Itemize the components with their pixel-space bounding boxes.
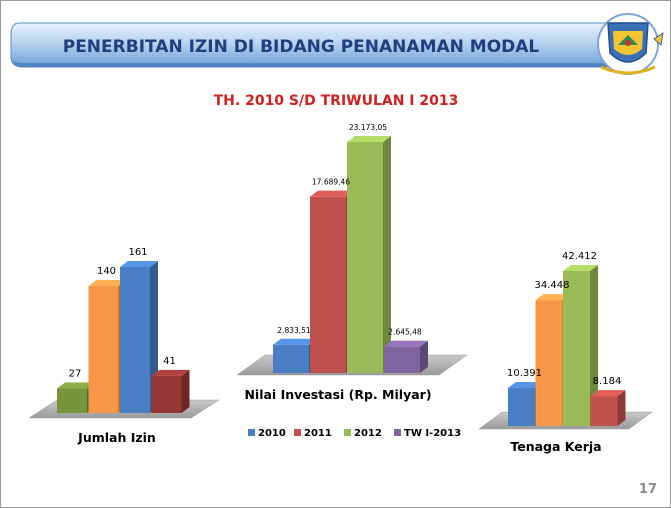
value-labels-layer: 27 140 161 41 2.833,51 17.689,46 23.173,05 2.64… (69, 123, 622, 387)
legend-item-2010: 2010 (248, 428, 286, 439)
group-title-nilai-investasi: Nilai Investasi (Rp. Milyar) (244, 387, 431, 402)
chart-legend: 2010 2011 2012 TW I-2013 (248, 428, 461, 439)
value-label-tenaga-kerja-1: 34.448 (535, 280, 570, 291)
bar-jumlah-izin-tw-i-2013 (151, 369, 190, 413)
legend-swatch (248, 429, 255, 436)
bars-layer (57, 136, 626, 426)
group-title-jumlah-izin: Jumlah Izin (77, 430, 156, 445)
legend-item-tw-i-2013: TW I-2013 (394, 428, 461, 439)
value-label-tenaga-kerja-0: 10.391 (507, 368, 542, 379)
bar-tenaga-kerja-tw-i-2013 (590, 390, 626, 426)
legend-label: TW I-2013 (404, 428, 461, 439)
value-label-nilai-investasi-0: 2.833,51 (277, 326, 311, 335)
group-title-tenaga-kerja: Tenaga Kerja (510, 439, 601, 454)
value-label-tenaga-kerja-2: 42.412 (562, 251, 597, 262)
chart-subtitle: TH. 2010 S/D TRIWULAN I 2013 (214, 93, 459, 109)
value-label-nilai-investasi-3: 2.645,48 (388, 328, 422, 337)
provincial-crest-logo (597, 13, 664, 75)
header-title: PENERBITAN IZIN DI BIDANG PENANAMAN MODA… (63, 37, 540, 57)
legend-swatch (294, 429, 301, 436)
value-label-jumlah-izin-2: 161 (128, 247, 147, 258)
bar-nilai-investasi-2012 (347, 136, 391, 373)
header-banner: PENERBITAN IZIN DI BIDANG PENANAMAN MODA… (10, 22, 632, 68)
legend-swatch (344, 429, 351, 436)
legend-item-2012: 2012 (344, 428, 382, 439)
bar-tenaga-kerja-2012 (563, 265, 598, 426)
value-label-tenaga-kerja-3: 8.184 (593, 376, 622, 387)
legend-item-2011: 2011 (294, 428, 332, 439)
legend-label: 2012 (354, 428, 382, 439)
legend-label: 2010 (258, 428, 286, 439)
page-number: 17 (639, 482, 657, 497)
value-label-nilai-investasi-2: 23.173,05 (349, 123, 387, 132)
value-label-nilai-investasi-1: 17.689,46 (312, 178, 350, 187)
legend-swatch (394, 429, 401, 436)
value-label-jumlah-izin-3: 41 (163, 356, 176, 367)
value-label-jumlah-izin-1: 140 (97, 266, 116, 277)
value-label-jumlah-izin-0: 27 (69, 369, 82, 380)
bar-jumlah-izin-2012 (120, 261, 158, 413)
bar-nilai-investasi-tw-i-2013 (384, 340, 428, 373)
legend-label: 2011 (304, 428, 332, 439)
